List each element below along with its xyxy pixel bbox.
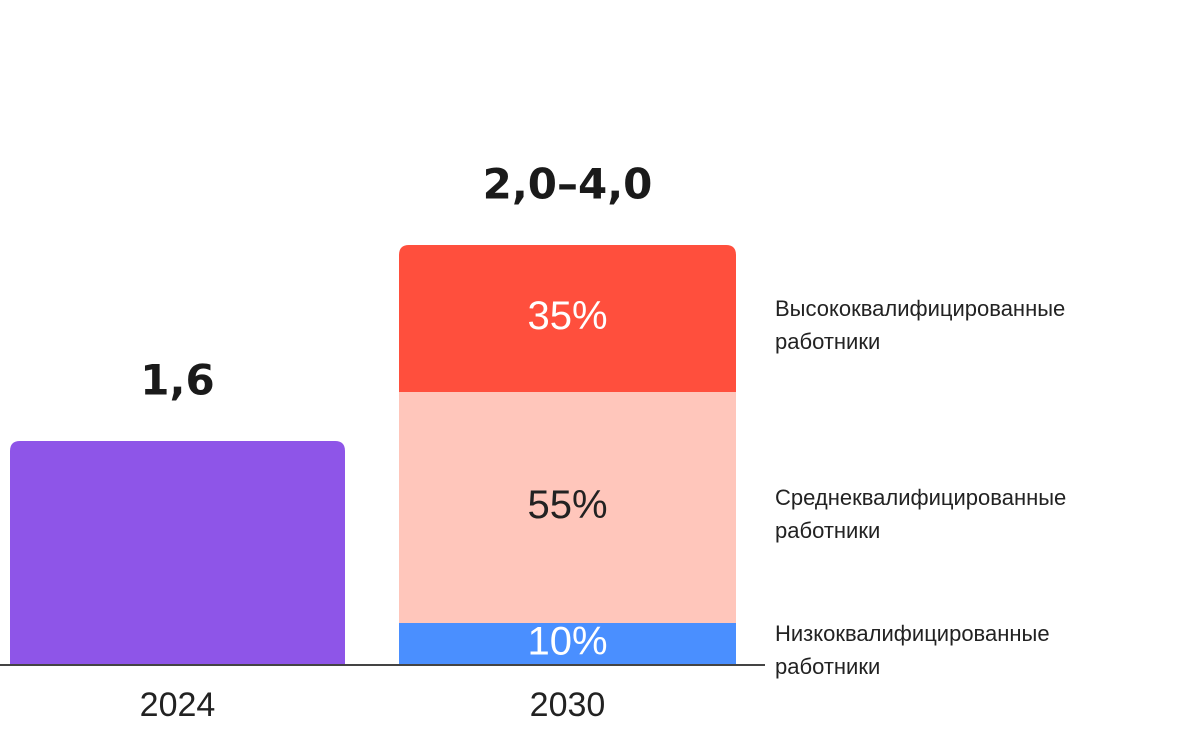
segment-label: 55% <box>527 483 607 527</box>
segment-label: 10% <box>527 620 607 664</box>
legend-label: Низкоквалифицированные работники <box>775 621 1050 679</box>
value-label: 1,6 <box>140 356 214 405</box>
bar-segment <box>399 623 736 665</box>
legend-label: Высококвалифицированные работники <box>775 295 1066 354</box>
segment-label: 35% <box>527 294 607 338</box>
bar-segment <box>399 392 736 623</box>
bar <box>10 441 345 665</box>
legend-label: Среднеквалифицированные работники <box>775 484 1067 543</box>
x-tick-label: 2030 <box>530 686 606 724</box>
x-tick-label: 2024 <box>140 686 216 724</box>
bar-segment <box>399 245 736 392</box>
total-label: 2,0–4,0 <box>483 160 653 209</box>
